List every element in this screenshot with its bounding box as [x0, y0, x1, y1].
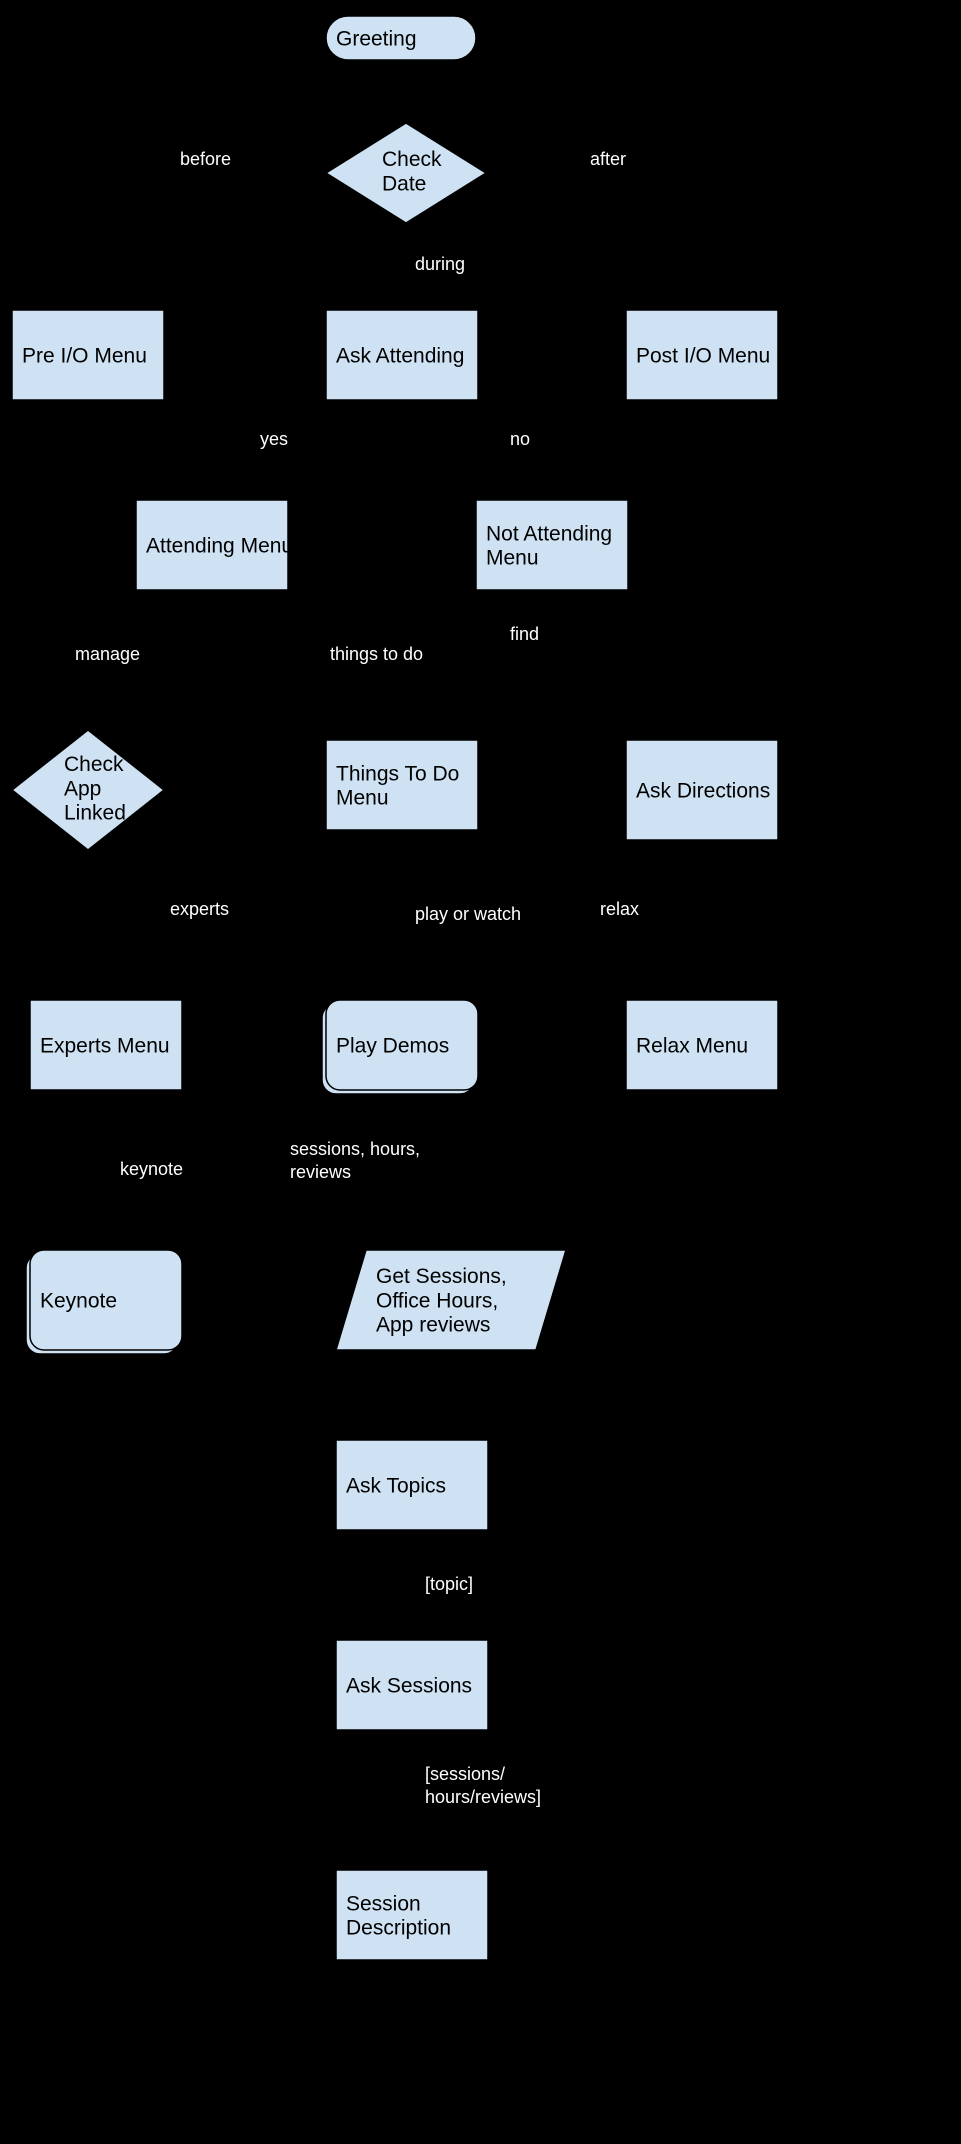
node-check_app: CheckAppLinked: [12, 730, 164, 850]
edge-attending_menu-to-things_to_do: [235, 590, 402, 740]
node-attending_menu-label-0: Attending Menu: [146, 534, 293, 557]
node-play_demos: Play Demos: [322, 1000, 478, 1094]
edge-label-check_date-to-ask_attending: during: [415, 254, 465, 274]
node-ask_sessions-label-0: Ask Sessions: [346, 1674, 472, 1697]
node-ask_topics: Ask Topics: [336, 1440, 488, 1530]
edge-label2-ask_sessions-to-session_desc: hours/reviews]: [425, 1787, 541, 1807]
node-things_to_do: Things To DoMenu: [326, 740, 478, 830]
node-session_desc-label-1: Description: [346, 1916, 451, 1939]
node-experts_menu: Experts Menu: [30, 1000, 182, 1090]
node-play_demos-label-0: Play Demos: [336, 1034, 449, 1057]
edge-label-things_to_do-to-play_demos: play or watch: [415, 904, 521, 924]
node-check_date-label-0: Check: [382, 148, 442, 171]
node-greeting: Greeting: [326, 16, 476, 60]
edge-ask_attending-to-attending_menu: [212, 400, 380, 500]
edge-check_date-to-pre_io: [88, 173, 326, 310]
node-check_app-label-1: App: [64, 777, 101, 800]
node-greeting-label-0: Greeting: [336, 27, 417, 50]
edge-label-ask_attending-to-attending_menu: yes: [260, 429, 288, 449]
node-ask_topics-label-0: Ask Topics: [346, 1474, 446, 1497]
edge-label-attending_menu-to-things_to_do: things to do: [330, 644, 423, 664]
node-post_io: Post I/O Menu: [626, 310, 778, 400]
node-relax_menu-label-0: Relax Menu: [636, 1034, 748, 1057]
edge-check_date-to-post_io: [486, 173, 702, 310]
node-ask_directions: Ask Directions: [626, 740, 778, 840]
edge-label-experts_menu-to-keynote: keynote: [120, 1159, 183, 1179]
node-relax_menu: Relax Menu: [626, 1000, 778, 1090]
edge-label-check_date-to-pre_io: before: [180, 149, 231, 169]
node-ask_sessions: Ask Sessions: [336, 1640, 488, 1730]
flowchart-canvas: before during after yes no manage things to do…: [0, 0, 961, 2144]
node-not_attending: Not AttendingMenu: [476, 500, 628, 590]
edge-label2-experts_menu-to-get_sessions: reviews: [290, 1162, 351, 1182]
edge-ask_attending-to-not_attending: [425, 400, 552, 500]
node-not_attending-label-0: Not Attending: [486, 522, 612, 545]
node-pre_io-label-0: Pre I/O Menu: [22, 344, 147, 367]
node-check_date-label-1: Date: [382, 172, 426, 195]
edge-label-attending_menu-to-ask_directions: find: [510, 624, 539, 644]
node-get_sessions: Get Sessions,Office Hours,App reviews: [336, 1250, 566, 1350]
node-get_sessions-label-2: App reviews: [376, 1314, 490, 1337]
node-experts_menu-label-0: Experts Menu: [40, 1034, 170, 1057]
node-not_attending-label-1: Menu: [486, 546, 539, 569]
edge-label-things_to_do-to-relax_menu: relax: [600, 899, 639, 919]
node-session_desc: SessionDescription: [336, 1870, 488, 1960]
node-post_io-label-0: Post I/O Menu: [636, 344, 770, 367]
node-keynote: Keynote: [26, 1250, 182, 1354]
node-check_app-label-2: Linked: [64, 801, 126, 824]
node-things_to_do-label-1: Menu: [336, 786, 389, 809]
node-ask_attending: Ask Attending: [326, 310, 478, 400]
node-things_to_do-label-0: Things To Do: [336, 762, 459, 785]
node-ask_attending-label-0: Ask Attending: [336, 344, 464, 367]
edge-label-check_date-to-post_io: after: [590, 149, 626, 169]
node-pre_io: Pre I/O Menu: [12, 310, 164, 400]
edge-label-experts_menu-to-get_sessions: sessions, hours,: [290, 1139, 420, 1159]
node-check_date: CheckDate: [326, 123, 486, 223]
node-session_desc-label-0: Session: [346, 1892, 421, 1915]
node-get_sessions-label-0: Get Sessions,: [376, 1265, 507, 1288]
node-check_app-label-0: Check: [64, 753, 124, 776]
edge-label-attending_menu-to-check_app: manage: [75, 644, 140, 664]
edge-label-ask_topics-to-ask_sessions: [topic]: [425, 1574, 473, 1594]
node-keynote-label-0: Keynote: [40, 1289, 117, 1312]
edge-label-ask_attending-to-not_attending: no: [510, 429, 530, 449]
node-attending_menu: Attending Menu: [136, 500, 293, 590]
node-ask_directions-label-0: Ask Directions: [636, 779, 770, 802]
node-get_sessions-label-1: Office Hours,: [376, 1289, 498, 1312]
edge-label-ask_sessions-to-session_desc: [sessions/: [425, 1764, 505, 1784]
edge-label-things_to_do-to-experts_menu: experts: [170, 899, 229, 919]
